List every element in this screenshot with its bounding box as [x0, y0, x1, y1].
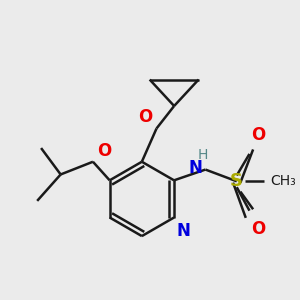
Text: S: S [230, 172, 243, 190]
Text: N: N [177, 222, 191, 240]
Text: O: O [138, 107, 153, 125]
Text: O: O [251, 220, 266, 238]
Text: H: H [197, 148, 208, 162]
Text: O: O [97, 142, 111, 160]
Text: CH₃: CH₃ [270, 174, 296, 188]
Text: N: N [189, 159, 202, 177]
Text: O: O [251, 126, 266, 144]
